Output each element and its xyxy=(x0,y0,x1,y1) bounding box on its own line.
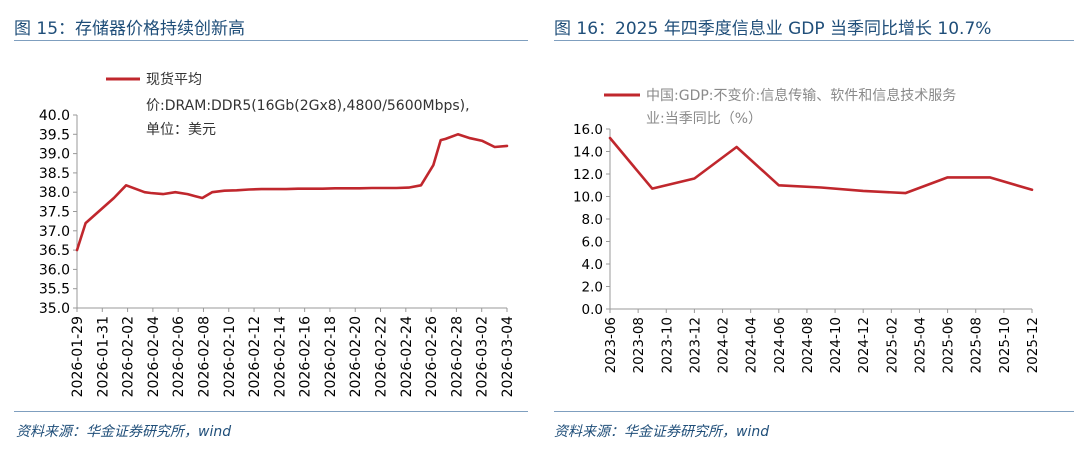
figure-16-source: 资料来源：华金证券研究所，wind xyxy=(554,424,770,440)
x-tick-label: 2026-02-24 xyxy=(399,316,415,397)
figure-15-source: 资料来源：华金证券研究所，wind xyxy=(16,424,232,440)
x-tick-label: 2026-02-04 xyxy=(146,316,162,397)
y-tick-label: 37.0 xyxy=(39,224,70,240)
legend-label: 价:DRAM:DDR5(16Gb(2Gx8),4800/5600Mbps), xyxy=(146,98,470,114)
x-tick-label: 2024-02 xyxy=(716,317,732,373)
x-tick-label: 2025-08 xyxy=(969,317,985,373)
legend-label: 现货平均 xyxy=(146,71,202,88)
y-tick-label: 39.5 xyxy=(39,127,70,143)
y-tick-label: 36.0 xyxy=(39,262,70,278)
figure-16-top-rule xyxy=(554,40,1074,41)
x-tick-label: 2025-12 xyxy=(1025,317,1041,373)
x-tick-label: 2025-06 xyxy=(941,317,957,373)
y-tick-label: 6.0 xyxy=(582,235,603,251)
x-tick-label: 2026-02-06 xyxy=(171,316,187,397)
x-tick-label: 2026-02-08 xyxy=(196,316,212,397)
y-tick-label: 16.0 xyxy=(573,122,603,138)
series-line xyxy=(75,133,509,252)
y-tick-label: 38.0 xyxy=(39,185,70,201)
x-tick-label: 2026-02-18 xyxy=(323,316,339,397)
y-tick-label: 38.5 xyxy=(39,166,70,182)
figure-15-top-rule xyxy=(14,40,528,41)
figure-16-panel: 图 16：2025 年四季度信息业 GDP 当季同比增长 10.7% 0.0 2.… xyxy=(546,0,1074,451)
legend-label: 中国:GDP:不变价:信息传输、软件和信息技术服务 xyxy=(646,87,956,104)
figure-16-chart: 0.0 2.0 4.0 6.0 8.0 10.0 12.0 14.0 16.0 2023-06 20… xyxy=(573,87,1041,373)
x-tick-label: 2026-02-26 xyxy=(424,316,440,397)
x-tick-label: 2026-03-02 xyxy=(475,316,491,397)
x-tick-label: 2025-02 xyxy=(884,317,900,373)
y-tick-label: 36.5 xyxy=(39,243,70,259)
x-tick-label: 2026-02-28 xyxy=(449,316,465,397)
x-tick-label: 2024-06 xyxy=(772,317,788,373)
figure-15-title: 图 15：存储器价格持续创新高 xyxy=(14,19,246,39)
x-tick-label: 2024-04 xyxy=(744,317,760,373)
x-tick-label: 2026-02-02 xyxy=(121,316,137,397)
x-tick-label: 2026-02-22 xyxy=(374,316,390,397)
y-tick-label: 10.0 xyxy=(573,190,603,206)
x-tick-label: 2023-12 xyxy=(687,317,703,373)
x-tick-label: 2026-03-04 xyxy=(500,316,516,397)
x-tick-label: 2026-02-14 xyxy=(272,316,288,397)
x-tick-label: 2023-06 xyxy=(603,317,619,373)
y-tick-label: 35.0 xyxy=(39,301,70,317)
x-tick-label: 2024-10 xyxy=(828,317,844,373)
x-tick-label: 2026-02-20 xyxy=(348,316,364,397)
legend-label: 业:当季同比（%） xyxy=(646,111,762,127)
figure-15-bottom-rule xyxy=(14,411,528,412)
x-tick-label: 2026-02-12 xyxy=(247,316,263,397)
y-tick-label: 14.0 xyxy=(573,145,603,161)
y-tick-label: 35.5 xyxy=(39,282,70,298)
figure-15-panel: 图 15：存储器价格持续创新高 35.0 35.5 36.0 36.5 37.0 37.5… xyxy=(0,0,528,451)
y-tick-label: 0.0 xyxy=(582,302,603,318)
x-tick-label: 2026-01-31 xyxy=(95,316,111,397)
y-tick-label: 40.0 xyxy=(39,108,70,124)
x-tick-label: 2026-02-10 xyxy=(222,316,238,397)
series-line xyxy=(608,136,1034,195)
legend-label: 单位：美元 xyxy=(146,122,216,138)
x-tick-label: 2025-10 xyxy=(997,317,1013,373)
y-tick-label: 12.0 xyxy=(573,167,603,183)
x-tick-label: 2023-10 xyxy=(659,317,675,373)
y-tick-label: 39.0 xyxy=(39,147,70,163)
figure-16-bottom-rule xyxy=(554,411,1074,412)
x-tick-label: 2026-02-16 xyxy=(298,316,314,397)
y-tick-label: 2.0 xyxy=(582,280,603,296)
x-tick-label: 2025-04 xyxy=(912,317,928,373)
x-tick-label: 2023-08 xyxy=(631,317,647,373)
x-tick-label: 2026-01-29 xyxy=(70,316,86,397)
x-tick-label: 2024-12 xyxy=(856,317,872,373)
figure-15-chart: 35.0 35.5 36.0 36.5 37.0 37.5 38.0 38.5 39.0 39.5… xyxy=(39,71,516,397)
x-tick-label: 2024-08 xyxy=(800,317,816,373)
y-tick-label: 4.0 xyxy=(582,257,603,273)
y-tick-label: 37.5 xyxy=(39,205,70,221)
y-tick-label: 8.0 xyxy=(582,212,603,228)
figure-16-title: 图 16：2025 年四季度信息业 GDP 当季同比增长 10.7% xyxy=(554,19,992,39)
